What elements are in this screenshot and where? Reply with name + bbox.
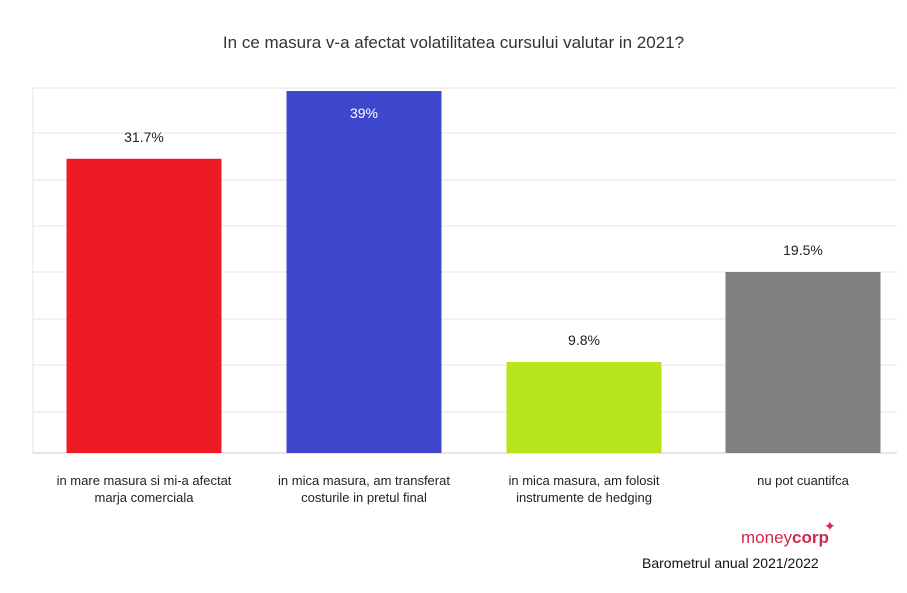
sparkle-icon: ✦ [824, 518, 836, 534]
moneycorp-logo: moneycorp [741, 528, 829, 548]
bar [725, 272, 881, 453]
category-label: in mica masura, am transferat costurile … [278, 473, 450, 505]
category-label: in mica masura, am folosit instrumente d… [508, 473, 660, 505]
source-note: Barometrul anual 2021/2022 [642, 555, 819, 571]
bar [506, 362, 662, 453]
data-label: 9.8% [568, 332, 600, 348]
logo-text-money: money [741, 528, 793, 547]
chart-title: In ce masura v-a afectat volatilitatea c… [222, 33, 685, 52]
data-label: 39% [350, 105, 378, 121]
data-label: 31.7% [124, 129, 164, 145]
bar [66, 158, 222, 453]
data-label: 19.5% [783, 242, 823, 258]
category-label: nu pot cuantifca [757, 473, 849, 488]
category-label: in mare masura si mi-a afectat marja com… [56, 473, 232, 505]
bar [286, 91, 442, 453]
logo-text-corp: corp [792, 528, 829, 547]
